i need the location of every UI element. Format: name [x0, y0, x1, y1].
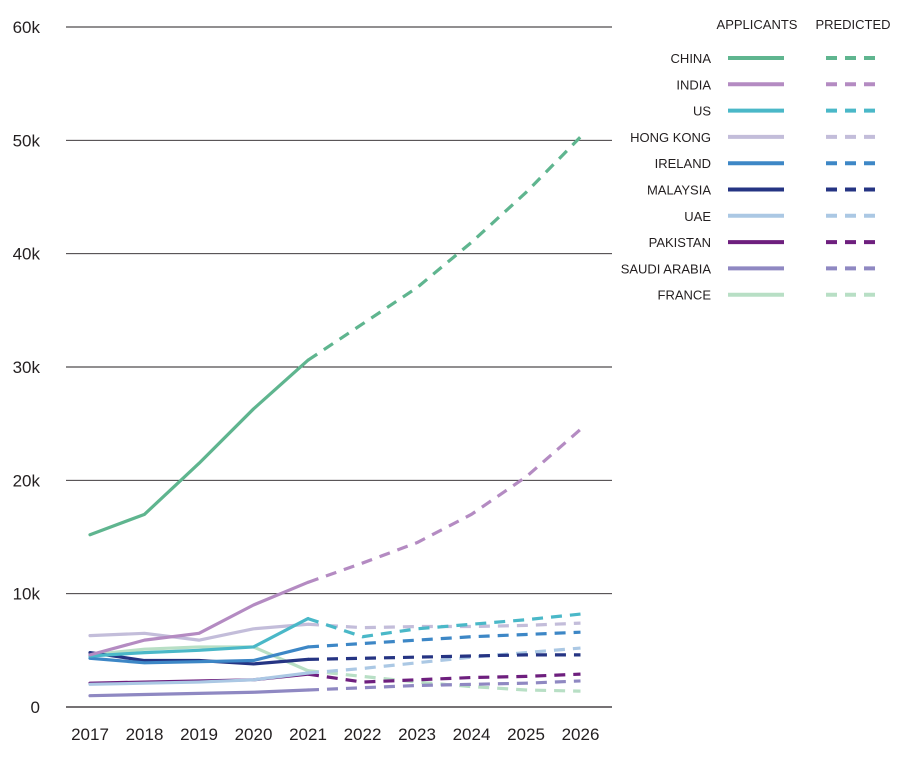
series-china-predicted — [307, 135, 582, 362]
legend: APPLICANTS PREDICTED CHINA INDIA US HONG KO… — [621, 17, 891, 303]
y-tick-label: 20k — [13, 471, 41, 490]
legend-item-uae: UAE — [684, 209, 882, 224]
legend-item-ireland: IRELAND — [655, 156, 882, 171]
y-tick-label: 60k — [13, 18, 41, 37]
legend-item-china: CHINA — [671, 51, 882, 66]
series-china-actual — [88, 358, 310, 537]
legend-label: CHINA — [671, 51, 712, 66]
legend-label: INDIA — [676, 77, 711, 92]
legend-label: FRANCE — [658, 288, 712, 303]
legend-item-malaysia: MALAYSIA — [647, 183, 882, 198]
x-tick-label: 2017 — [71, 725, 109, 744]
x-axis-labels: 2017 2018 2019 2020 2021 2022 2023 2024 2025 2026 — [71, 725, 599, 744]
legend-item-us: US — [693, 104, 882, 119]
x-tick-label: 2020 — [235, 725, 273, 744]
y-tick-label: 40k — [13, 245, 41, 264]
x-tick-label: 2023 — [398, 725, 436, 744]
x-tick-label: 2021 — [289, 725, 327, 744]
legend-label: UAE — [684, 209, 711, 224]
x-tick-label: 2024 — [453, 725, 491, 744]
series-lines — [88, 135, 582, 698]
series-us-predicted — [307, 612, 581, 639]
x-tick-label: 2022 — [344, 725, 382, 744]
series-ireland-actual — [88, 645, 310, 665]
series-saudi-arabia-predicted — [307, 679, 581, 692]
legend-item-pakistan: PAKISTAN — [649, 235, 882, 250]
legend-item-saudi-arabia: SAUDI ARABIA — [621, 261, 882, 276]
legend-label: SAUDI ARABIA — [621, 261, 712, 276]
legend-item-france: FRANCE — [658, 288, 882, 303]
legend-header-predicted: PREDICTED — [815, 17, 890, 32]
series-pakistan-predicted — [307, 672, 581, 684]
y-tick-label: 0 — [31, 698, 40, 717]
y-axis-labels: 0 10k 20k 30k 40k 50k 60k — [13, 18, 41, 717]
grid-lines — [66, 26, 612, 708]
legend-label: HONG KONG — [630, 130, 711, 145]
series-india-actual — [88, 580, 310, 657]
series-malaysia-predicted — [307, 653, 581, 661]
legend-label: IRELAND — [655, 156, 711, 171]
y-tick-label: 10k — [13, 585, 41, 604]
legend-header-applicants: APPLICANTS — [717, 17, 798, 32]
series-hong-kong-actual — [88, 622, 310, 642]
y-tick-label: 30k — [13, 358, 41, 377]
series-ireland-predicted — [307, 630, 581, 649]
legend-item-india: INDIA — [676, 77, 882, 92]
legend-item-hong-kong: HONG KONG — [630, 130, 882, 145]
legend-label: PAKISTAN — [649, 235, 711, 250]
y-tick-label: 50k — [13, 131, 41, 150]
x-tick-label: 2019 — [180, 725, 218, 744]
x-tick-label: 2025 — [507, 725, 545, 744]
legend-label: MALAYSIA — [647, 183, 711, 198]
series-uae-actual — [88, 671, 310, 686]
legend-label: US — [693, 104, 711, 119]
series-india-predicted — [307, 428, 582, 584]
series-us-actual — [88, 616, 310, 658]
legend-rows: CHINA INDIA US HONG KONG IRELAND MALAYSIA UAE P… — [621, 51, 882, 303]
series-saudi-arabia-actual — [88, 688, 310, 698]
x-tick-label: 2018 — [126, 725, 164, 744]
series-uae-predicted — [307, 646, 581, 675]
x-tick-label: 2026 — [562, 725, 600, 744]
